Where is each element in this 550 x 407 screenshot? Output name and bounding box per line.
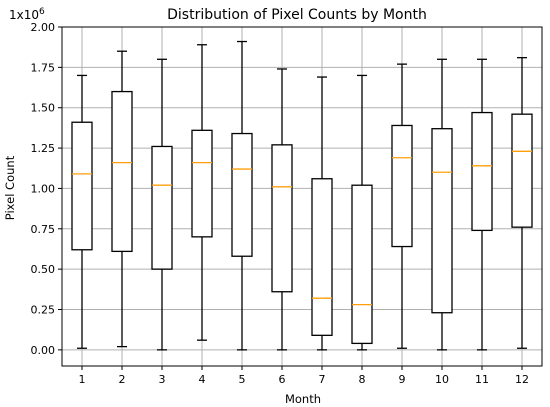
- axis-ticks: 0.000.250.500.751.001.251.501.752.001 2 3 4…: [31, 21, 530, 386]
- y-axis-label: Pixel Count: [3, 155, 17, 220]
- chart-title: Distribution of Pixel Counts by Month: [167, 7, 427, 23]
- iqr-box: [71, 121, 93, 251]
- x-tick-label: 11: [475, 373, 489, 386]
- x-tick-label: 8: [359, 373, 366, 386]
- x-tick-label: 4: [199, 373, 206, 386]
- box-month-10: [431, 58, 453, 351]
- y-tick-label: 0.25: [31, 304, 56, 317]
- y-scale-exponent: 6: [39, 7, 45, 17]
- y-tick-label: 1.25: [31, 142, 56, 155]
- y-scale-base: 1x10: [9, 8, 39, 22]
- y-tick-label: 0.75: [31, 223, 56, 236]
- x-tick-label: 10: [435, 373, 449, 386]
- iqr-box: [431, 128, 453, 314]
- box-month-11: [471, 58, 493, 351]
- iqr-box: [231, 132, 253, 257]
- x-axis-label: Month: [285, 392, 321, 406]
- box-month-7: [311, 76, 333, 351]
- y-tick-label: 0.50: [31, 263, 56, 276]
- iqr-box: [351, 184, 373, 345]
- iqr-box: [111, 90, 133, 253]
- x-tick-label: 1: [79, 373, 86, 386]
- iqr-box: [311, 178, 333, 336]
- box-month-3: [151, 58, 173, 351]
- iqr-box: [471, 111, 493, 232]
- box-month-1: [71, 74, 93, 349]
- box-month-4: [191, 44, 213, 341]
- y-tick-label: 2.00: [31, 21, 56, 34]
- y-scale-label: 1x106: [9, 7, 45, 22]
- iqr-box: [271, 144, 293, 293]
- iqr-box: [511, 113, 533, 228]
- x-tick-label: 2: [119, 373, 126, 386]
- box-month-12: [511, 57, 533, 349]
- x-tick-label: 5: [239, 373, 246, 386]
- grid-lines: [62, 26, 542, 366]
- iqr-box: [191, 129, 213, 238]
- box-month-9: [391, 63, 413, 349]
- x-tick-label: 6: [279, 373, 286, 386]
- x-tick-label: 12: [515, 373, 529, 386]
- box-month-2: [111, 50, 133, 348]
- box-month-5: [231, 40, 253, 351]
- x-tick-label: 3: [159, 373, 166, 386]
- box-month-6: [271, 68, 293, 351]
- iqr-box: [151, 145, 173, 270]
- x-tick-label: 7: [319, 373, 326, 386]
- x-tick-label: 9: [399, 373, 406, 386]
- y-tick-label: 1.00: [31, 182, 56, 195]
- iqr-box: [391, 124, 413, 248]
- y-tick-label: 0.00: [31, 344, 56, 357]
- plot-frame: [61, 26, 543, 367]
- box-month-8: [351, 74, 373, 351]
- y-tick-label: 1.50: [31, 102, 56, 115]
- box-series: [71, 40, 533, 351]
- y-tick-label: 1.75: [31, 61, 56, 74]
